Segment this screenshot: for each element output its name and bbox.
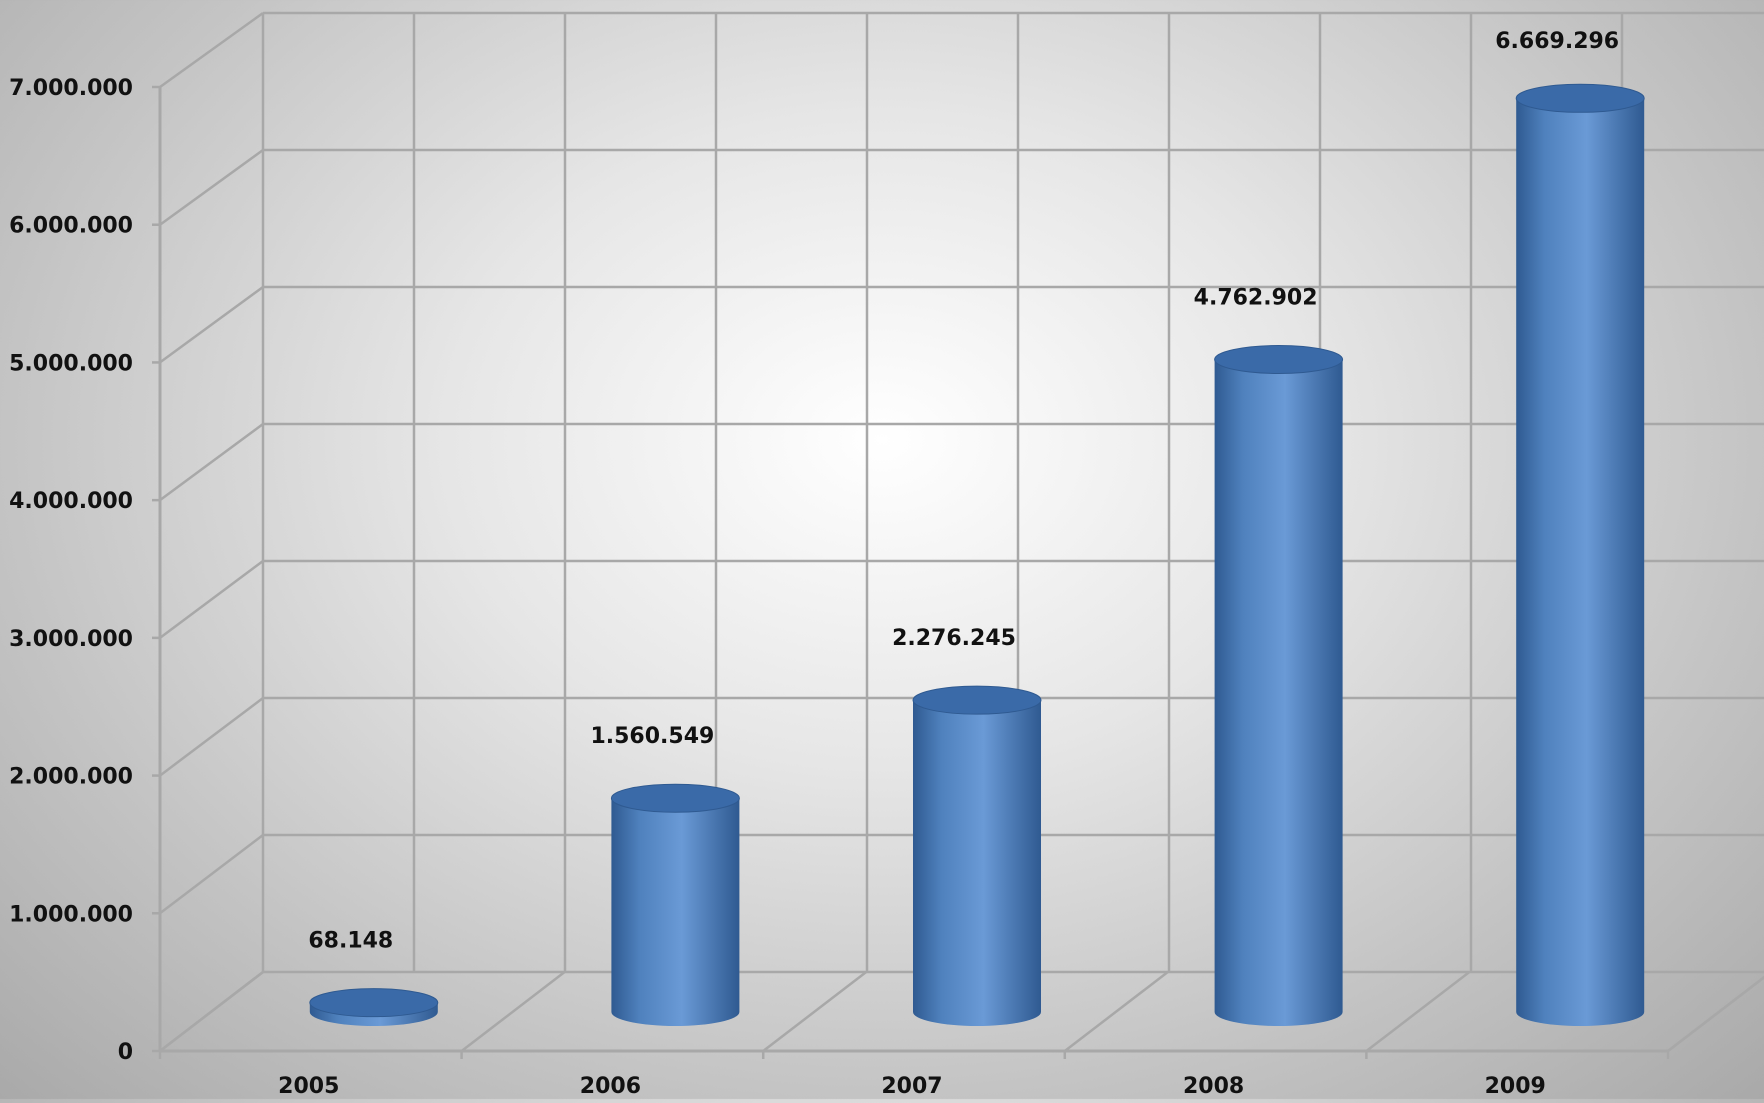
floor-divider (460, 971, 566, 1052)
gridline-side (159, 559, 264, 639)
gridline-side (159, 11, 264, 89)
bar-body (611, 798, 740, 1027)
data-label: 2.276.245 (892, 626, 1016, 651)
gridline-side (159, 422, 264, 502)
data-label: 6.669.296 (1495, 29, 1619, 54)
gridline-side (159, 834, 264, 915)
y-tick-label: 0 (118, 1040, 133, 1065)
gridline-side (159, 697, 264, 777)
y-tick-label: 7.000.000 (9, 76, 133, 101)
x-tick-label: 2008 (1183, 1074, 1244, 1099)
y-tick-label: 3.000.000 (9, 627, 133, 652)
gridline-side (159, 285, 264, 364)
bars (309, 83, 1645, 1027)
bar-2009 (1515, 83, 1645, 1027)
x-axis: 2005 2006 2007 2008 2009 (278, 1074, 1546, 1099)
bar-2007 (912, 685, 1042, 1026)
floor-divider (1064, 971, 1169, 1052)
y-tick-label: 4.000.000 (9, 489, 133, 514)
data-label: 4.762.902 (1194, 285, 1318, 310)
bar-top (610, 783, 740, 813)
floor-divider (1365, 971, 1471, 1052)
floor-divider (1667, 975, 1764, 1052)
floor-divider (159, 971, 264, 1052)
bar-body (1214, 359, 1343, 1027)
y-tick-label: 2.000.000 (9, 765, 133, 790)
bar-2005 (309, 988, 439, 1027)
y-axis: 0 1.000.000 2.000.000 3.000.000 4.000.000 5.0… (9, 76, 133, 1065)
gridline-side (159, 148, 264, 226)
bar-2006 (610, 783, 740, 1027)
data-labels: 68.148 1.560.549 2.276.245 4.762.902 6.669.2… (308, 29, 1619, 954)
bar-top (309, 988, 439, 1018)
bar-top (1515, 83, 1645, 113)
x-tick-label: 2007 (881, 1074, 942, 1099)
bar-top (912, 685, 1042, 715)
bar-body (1516, 98, 1645, 1027)
y-tick-label: 6.000.000 (9, 214, 133, 239)
x-tick-label: 2006 (580, 1074, 641, 1099)
floor-divider (762, 971, 867, 1052)
bar-top (1214, 344, 1344, 374)
bar-body (913, 700, 1041, 1026)
data-label: 1.560.549 (590, 724, 714, 749)
data-label: 68.148 (308, 929, 393, 954)
bar-2008 (1214, 344, 1344, 1027)
y-tick-label: 5.000.000 (9, 351, 133, 376)
y-tick-label: 1.000.000 (9, 902, 133, 927)
x-tick-label: 2005 (278, 1074, 339, 1099)
x-tick-label: 2009 (1485, 1074, 1546, 1099)
